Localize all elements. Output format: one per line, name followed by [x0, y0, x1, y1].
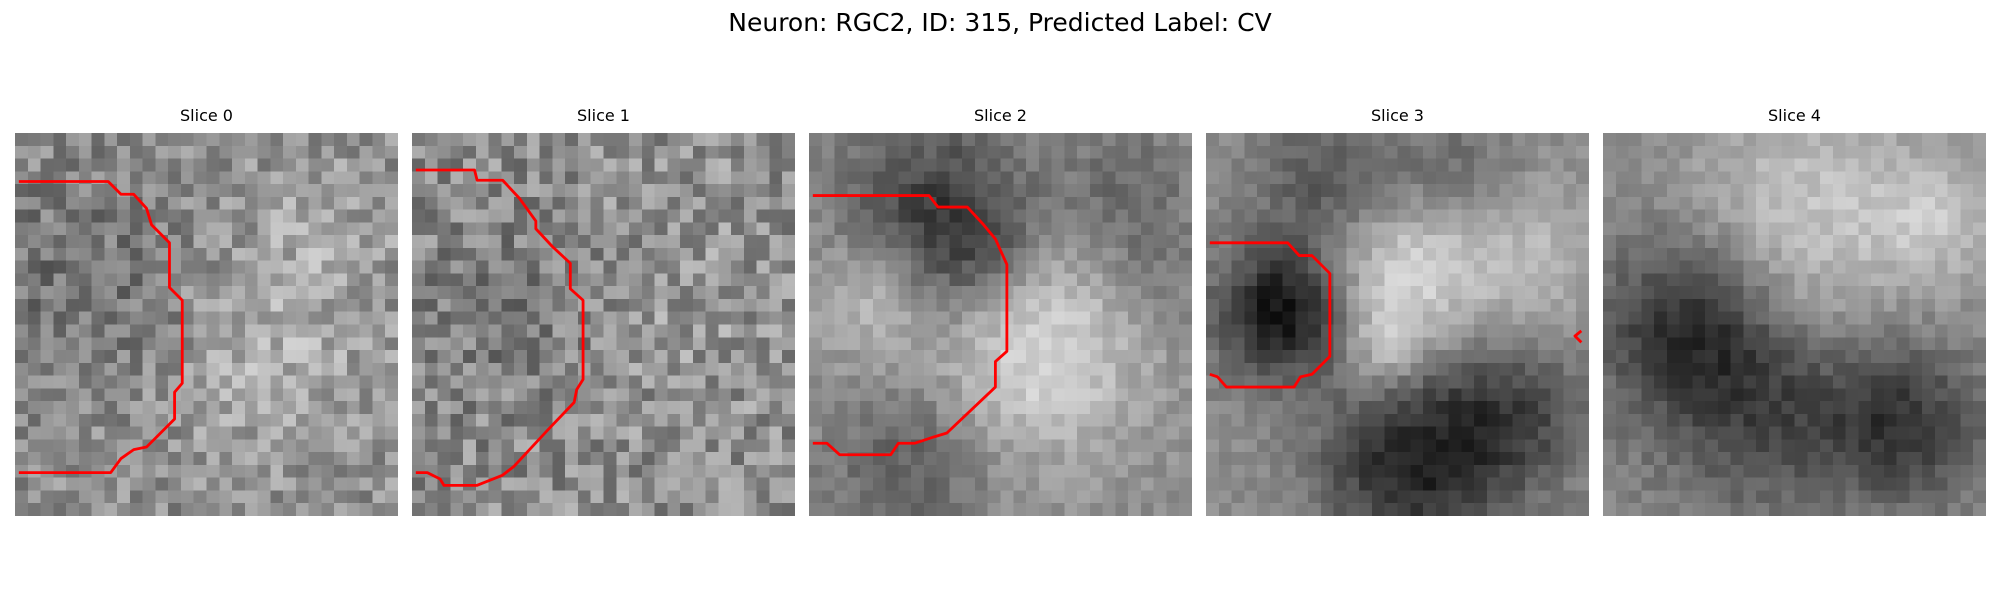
- slice-panel-2: Slice 2: [809, 106, 1192, 518]
- slice-image-0: [15, 133, 398, 516]
- pixel-grid-4: [1603, 133, 1986, 516]
- slice-title-2: Slice 2: [809, 106, 1192, 126]
- pixel-grid-1: [412, 133, 795, 516]
- slice-image-2: [809, 133, 1192, 516]
- slice-panel-1: Slice 1: [412, 106, 795, 518]
- slice-panel-0: Slice 0: [15, 106, 398, 518]
- slice-title-4: Slice 4: [1603, 106, 1986, 126]
- slice-panel-4: Slice 4: [1603, 106, 1986, 518]
- figure-title: Neuron: RGC2, ID: 315, Predicted Label: …: [0, 8, 2000, 38]
- pixel-grid-2: [809, 133, 1192, 516]
- pixel-grid-0: [15, 133, 398, 516]
- slice-image-4: [1603, 133, 1986, 516]
- slice-title-0: Slice 0: [15, 106, 398, 126]
- pixel-grid-3: [1206, 133, 1589, 516]
- slice-title-3: Slice 3: [1206, 106, 1589, 126]
- slice-image-3: [1206, 133, 1589, 516]
- slice-image-1: [412, 133, 795, 516]
- slice-panel-3: Slice 3: [1206, 106, 1589, 518]
- slice-title-1: Slice 1: [412, 106, 795, 126]
